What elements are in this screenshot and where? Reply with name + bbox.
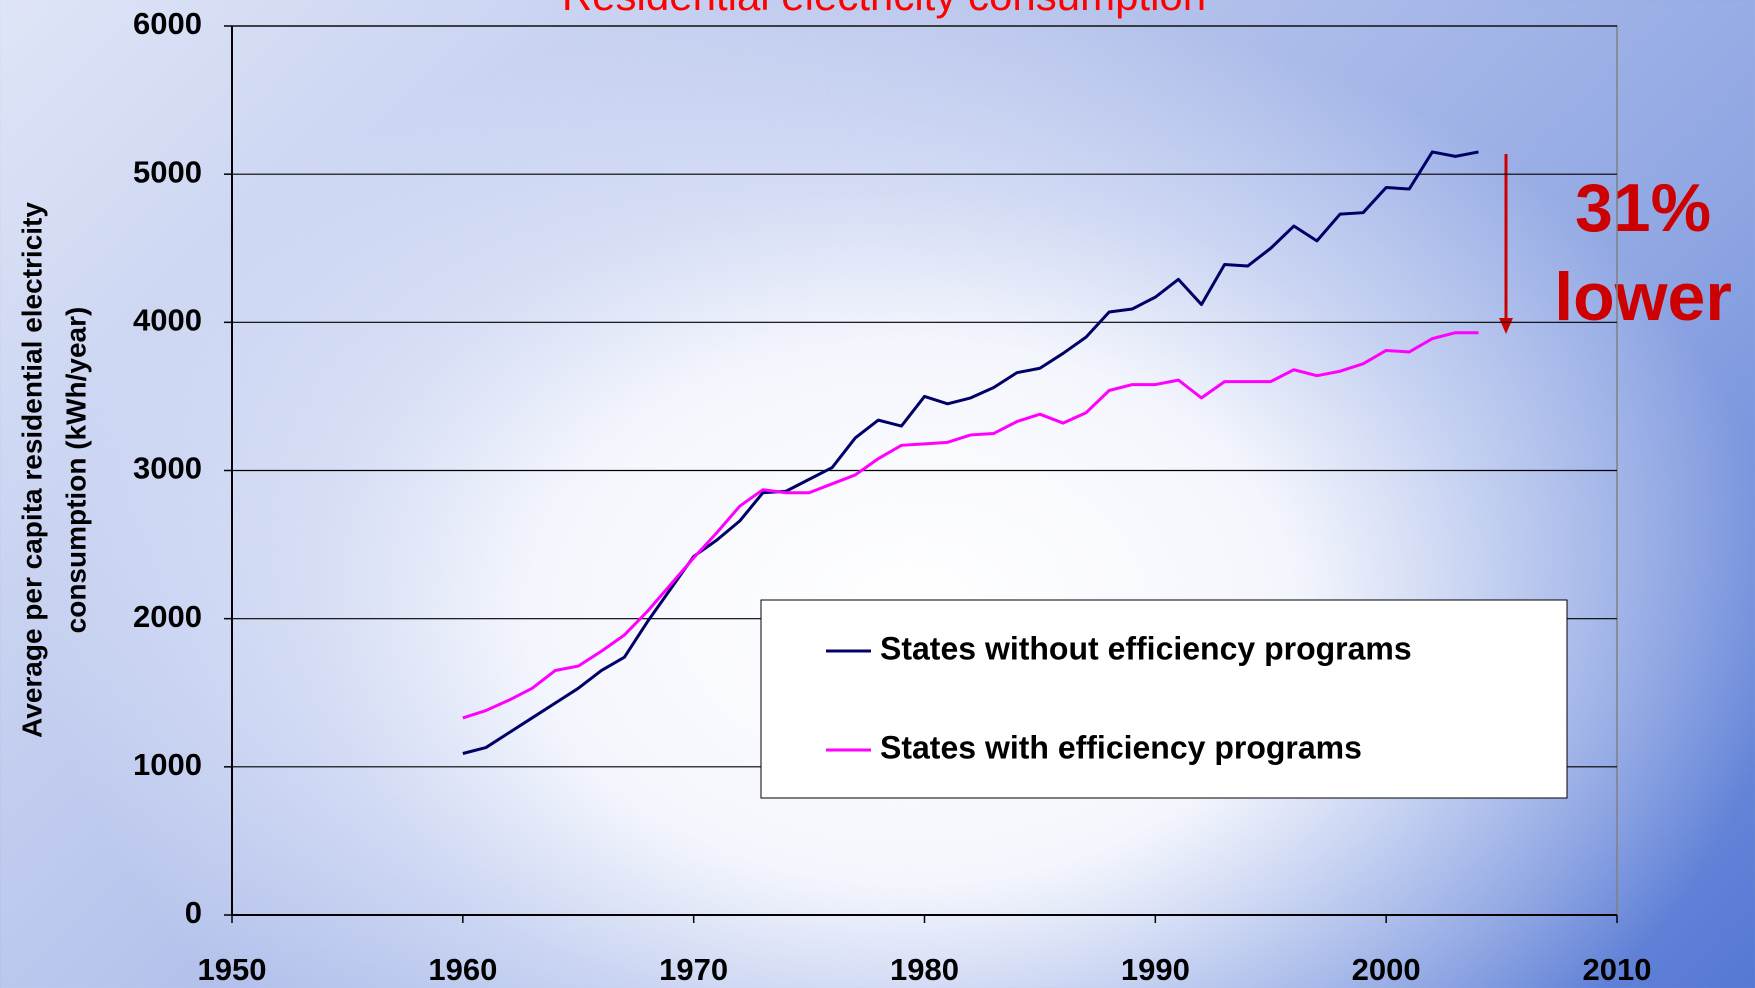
y-axis-label-line: Average per capita residential electrici…: [16, 202, 47, 738]
x-tick-label: 1950: [198, 952, 267, 987]
y-axis-label: Average per capita residential electrici…: [16, 202, 91, 738]
y-tick-label: 4000: [133, 303, 202, 338]
x-tick-label: 2010: [1583, 952, 1652, 987]
annotation: lower: [1554, 259, 1732, 335]
chart-title: Residential electricity consumption: [562, 0, 1206, 19]
x-tick-label: 2000: [1352, 952, 1421, 987]
arrow-head: [1499, 318, 1513, 334]
legend-box: [760, 599, 1568, 799]
y-tick-label: 0: [185, 895, 202, 930]
legend-label: States with efficiency programs: [880, 729, 1362, 765]
legend-label: States without efficiency programs: [880, 630, 1412, 666]
y-tick-label: 5000: [133, 154, 202, 189]
y-tick-label: 6000: [133, 6, 202, 41]
x-tick-label: 1970: [659, 952, 728, 987]
x-tick-label: 1990: [1121, 952, 1190, 987]
x-tick-label: 1980: [890, 952, 959, 987]
y-tick-label: 1000: [133, 747, 202, 782]
series-line: [462, 331, 1479, 720]
y-tick-label: 3000: [133, 451, 202, 486]
x-tick-label: 1960: [428, 952, 497, 987]
annotation: 31%: [1575, 170, 1711, 246]
y-tick-label: 2000: [133, 599, 202, 634]
series-line: [462, 150, 1479, 755]
y-axis-label-line: consumption (kWh/year): [60, 307, 91, 634]
